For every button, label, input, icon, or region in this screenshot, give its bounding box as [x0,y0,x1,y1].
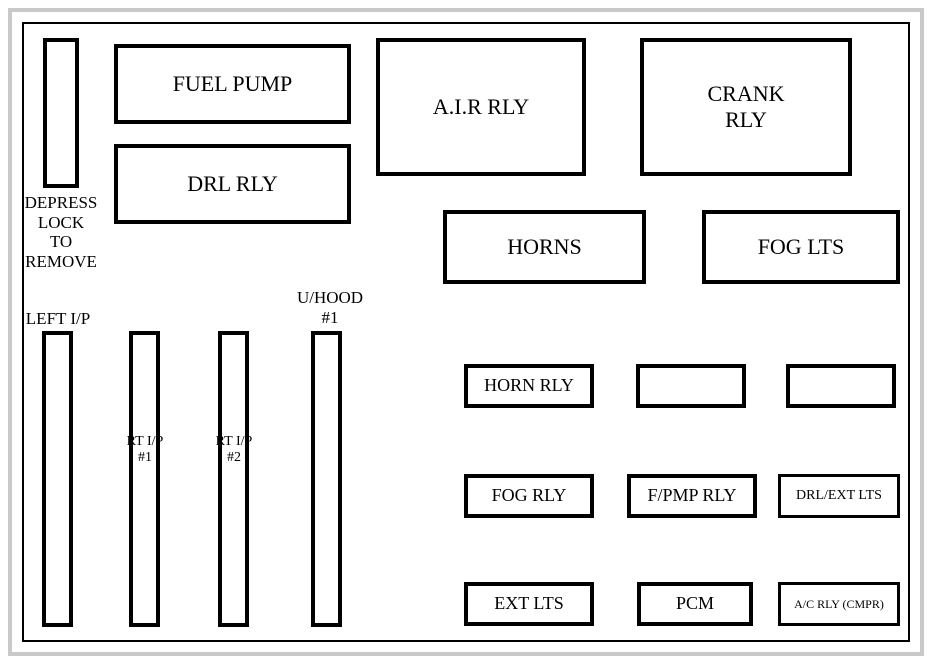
box-air-rly: A.I.R RLY [376,38,586,176]
label-rtip1-label: RT I/P #1 [115,434,175,466]
box-ac-rly: A/C RLY (CMPR) [778,582,900,626]
box-fog-rly: FOG RLY [464,474,594,518]
box-depress-tab [43,38,79,188]
box-drl-rly: DRL RLY [114,144,351,224]
label-left-ip-label: LEFT I/P [18,309,98,329]
box-fuse-rt-ip-1 [129,331,160,627]
box-horns: HORNS [443,210,646,284]
box-blank-1 [636,364,746,408]
diagram-canvas: FUEL PUMP DRL RLY A.I.R RLY CRANK RLY HORNS F… [0,0,932,664]
label-uhood-label: U/HOOD #1 [290,288,370,327]
box-pcm: PCM [637,582,753,626]
label-rtip2-label: RT I/P #2 [204,434,264,466]
box-fuel-pump: FUEL PUMP [114,44,351,124]
box-fuse-uhood-1 [311,331,342,627]
box-ext-lts: EXT LTS [464,582,594,626]
box-blank-2 [786,364,896,408]
box-crank-rly: CRANK RLY [640,38,852,176]
box-fpmp-rly: F/PMP RLY [627,474,757,518]
label-depress-label: DEPRESS LOCK TO REMOVE [6,193,116,271]
box-drl-ext-lts: DRL/EXT LTS [778,474,900,518]
box-fog-lts: FOG LTS [702,210,900,284]
box-horn-rly: HORN RLY [464,364,594,408]
box-fuse-left-ip [42,331,73,627]
box-fuse-rt-ip-2 [218,331,249,627]
